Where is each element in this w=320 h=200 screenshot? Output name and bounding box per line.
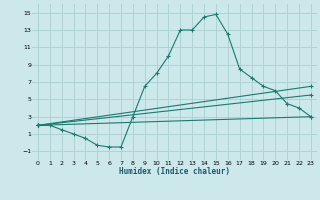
- X-axis label: Humidex (Indice chaleur): Humidex (Indice chaleur): [119, 167, 230, 176]
